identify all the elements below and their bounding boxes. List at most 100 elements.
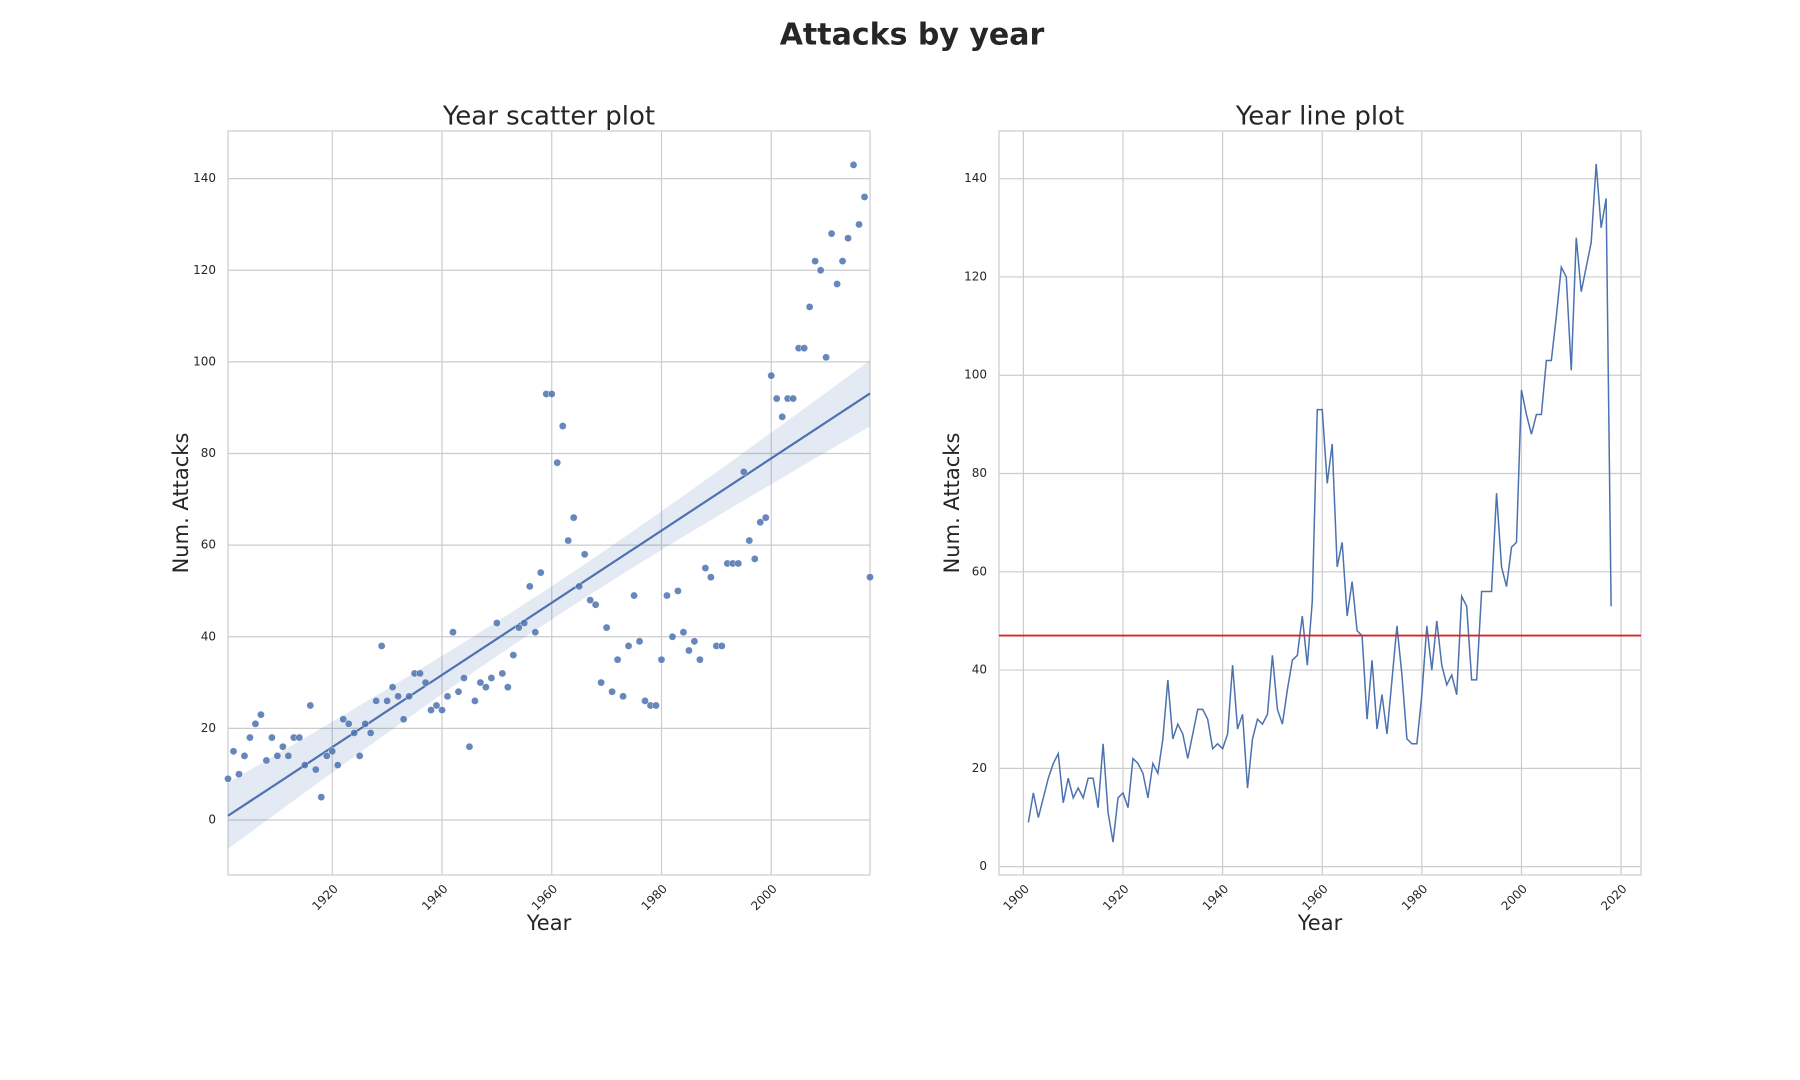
scatter-point: [504, 683, 512, 691]
scatter-point: [416, 669, 424, 678]
y-tick-label: 100: [193, 354, 216, 368]
x-tick-label: 1980: [1399, 882, 1430, 913]
scatter-point: [575, 582, 583, 591]
x-tick-label: 1920: [309, 882, 340, 913]
scatter-point: [624, 642, 633, 650]
scatter-point: [816, 266, 825, 275]
scatter-point: [701, 564, 710, 572]
scatter-point: [652, 701, 660, 710]
scatter-point: [339, 715, 348, 724]
scatter-point: [465, 742, 474, 751]
y-tick-label: 100: [964, 368, 987, 382]
scatter-point: [663, 591, 671, 600]
scatter-point: [366, 729, 375, 737]
scatter-point: [613, 655, 622, 664]
x-tick-label: 1920: [1100, 882, 1131, 913]
scatter-point: [493, 619, 501, 627]
scatter-point: [515, 623, 523, 632]
y-tick-label: 80: [972, 466, 987, 480]
scatter-point: [268, 733, 276, 742]
figure-title: Attacks by year: [780, 18, 1045, 53]
scatter-point: [635, 637, 644, 646]
scatter-point: [860, 193, 869, 201]
scatter-point: [257, 710, 265, 719]
y-axis-label: Num. Attacks: [169, 433, 193, 574]
scatter-point: [476, 678, 485, 687]
y-tick-label: 60: [201, 538, 216, 552]
chart-title: Year line plot: [1235, 102, 1404, 132]
plot-frame: [227, 130, 871, 876]
scatter-point: [707, 573, 715, 582]
scatter-point: [322, 752, 331, 760]
scatter-point: [685, 646, 693, 655]
x-axis-label: Year: [526, 911, 572, 935]
scatter-point: [311, 765, 320, 774]
scatter-point: [471, 697, 479, 705]
scatter-point: [355, 752, 364, 760]
scatter-point: [438, 706, 446, 714]
scatter-point: [350, 729, 359, 737]
scatter-point: [273, 752, 282, 760]
scatter-point: [679, 628, 688, 636]
scatter-point: [328, 747, 337, 756]
scatter-point: [586, 596, 594, 604]
scatter-point: [224, 774, 232, 783]
x-tick-label: 2000: [1499, 882, 1530, 913]
scatter-point: [696, 655, 704, 664]
chart-title: Year scatter plot: [442, 102, 655, 132]
scatter-point: [421, 678, 430, 687]
scatter-point: [531, 628, 540, 636]
x-tick-label: 1940: [419, 882, 450, 913]
plot-area: [999, 131, 1641, 875]
scatter-point: [833, 280, 841, 288]
plot-frame: [998, 130, 1642, 876]
scatter-point: [767, 371, 776, 380]
scatter-point: [394, 692, 402, 701]
y-tick-label: 0: [208, 813, 216, 827]
scatter-point: [718, 642, 726, 650]
scatter-point: [674, 587, 682, 595]
scatter-point: [602, 623, 611, 632]
scatter-point: [849, 161, 858, 169]
y-tick-label: 140: [964, 171, 987, 185]
scatter-point: [745, 536, 754, 545]
scatter-point: [630, 591, 638, 600]
scatter-point: [306, 701, 315, 710]
scatter-point: [536, 568, 545, 577]
scatter-point: [580, 550, 589, 559]
scatter-point: [734, 559, 743, 568]
scatter-point: [641, 697, 649, 705]
scatter-point: [427, 706, 435, 714]
x-tick-label: 1900: [1001, 882, 1032, 913]
scatter-point: [619, 692, 627, 701]
y-tick-label: 0: [979, 859, 987, 873]
scatter-point: [509, 651, 518, 659]
scatter-point: [525, 582, 534, 591]
scatter-point: [800, 344, 808, 352]
scatter-point: [279, 742, 287, 751]
scatter-point: [597, 678, 605, 687]
scatter-point: [520, 619, 529, 627]
x-tick-label: 1980: [639, 882, 670, 913]
y-tick-label: 20: [972, 761, 987, 775]
scatter-point: [443, 692, 452, 701]
scatter-point: [460, 674, 468, 682]
scatter-point: [454, 687, 463, 696]
scatter-point: [547, 390, 556, 398]
scatter-point: [262, 756, 271, 765]
scatter-point: [487, 674, 496, 682]
regression-line: [227, 392, 871, 817]
y-tick-label: 20: [201, 721, 216, 735]
y-axis-label: Num. Attacks: [940, 433, 964, 574]
x-tick-label: 1960: [529, 882, 560, 913]
scatter-point: [295, 733, 304, 742]
scatter-point: [805, 303, 814, 311]
scatter-point: [778, 413, 787, 421]
y-tick-label: 40: [201, 629, 216, 643]
scatter-point: [855, 220, 863, 229]
x-tick-label: 1940: [1200, 882, 1231, 913]
scatter-point: [399, 715, 408, 724]
scatter-point: [761, 513, 770, 522]
scatter-point: [772, 394, 781, 403]
